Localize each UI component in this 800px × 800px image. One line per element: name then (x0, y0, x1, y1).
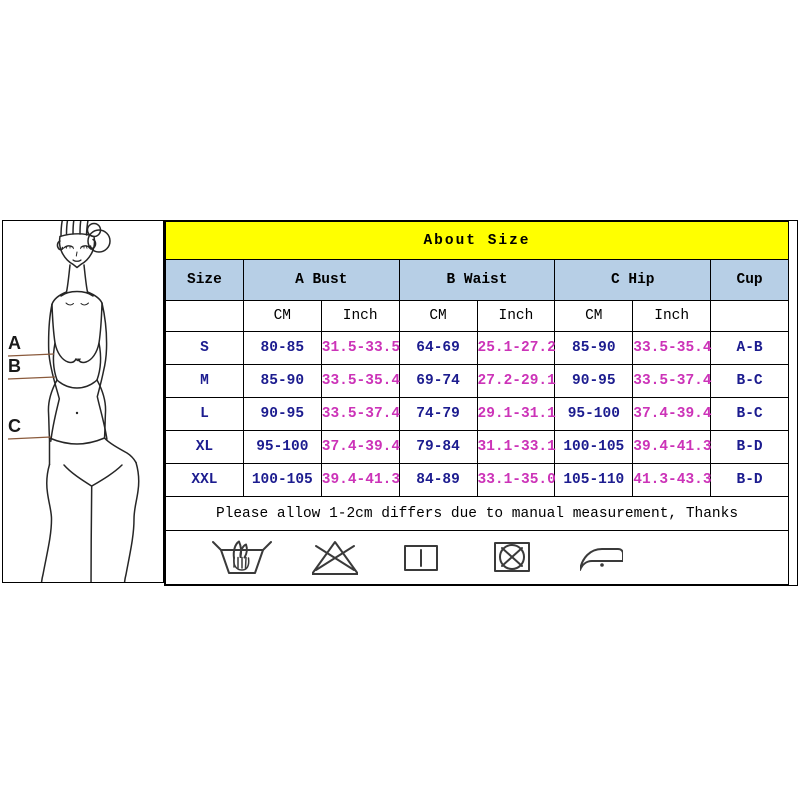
svg-text:C: C (8, 416, 21, 436)
svg-text:B: B (8, 356, 21, 376)
svg-text:A: A (8, 333, 21, 353)
